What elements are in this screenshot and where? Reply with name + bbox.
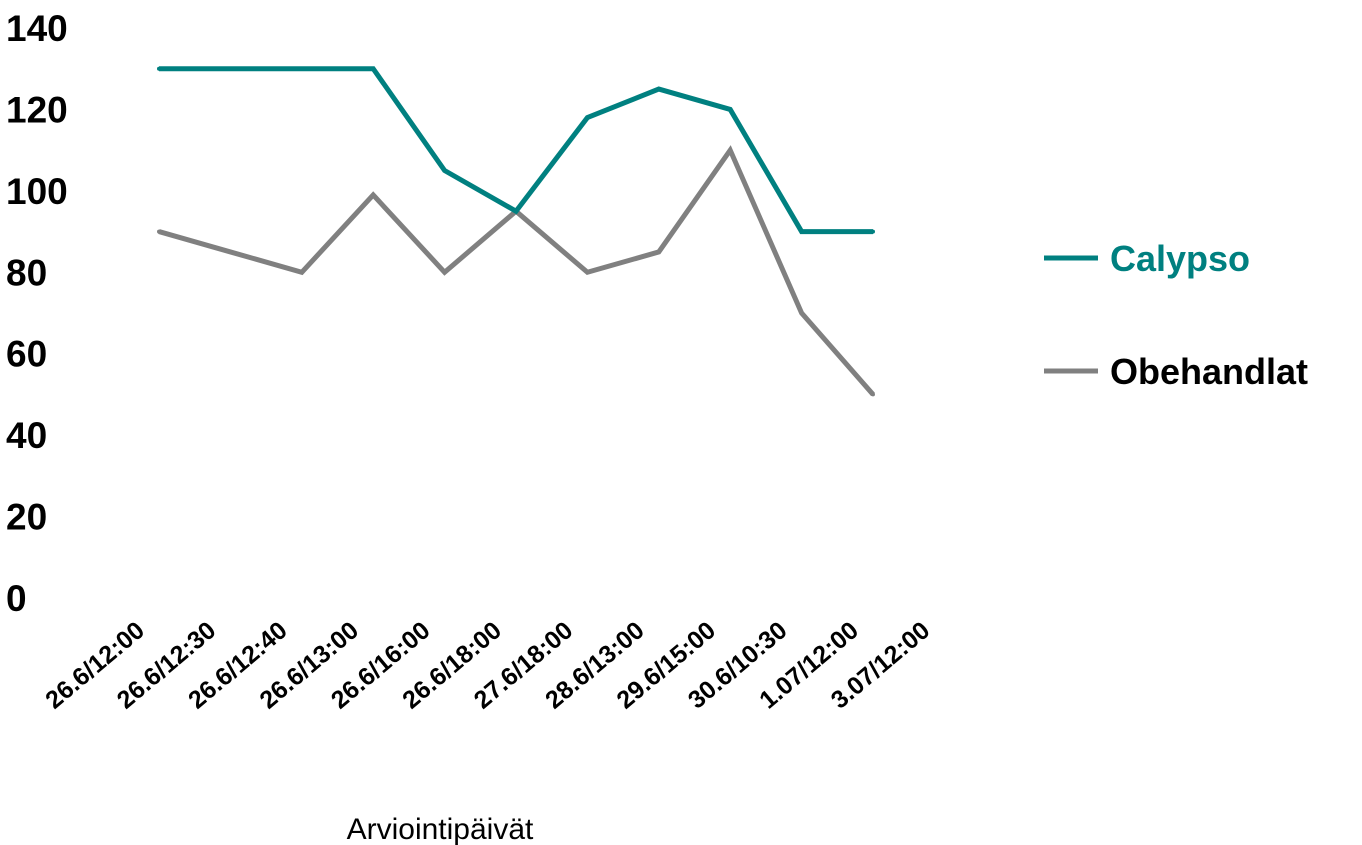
- y-tick-label: 100: [6, 171, 68, 212]
- legend-label-calypso: Calypso: [1110, 238, 1250, 279]
- y-axis-ticks: 0 20 40 60 80 100 120 140: [6, 8, 68, 619]
- y-tick-label: 120: [6, 89, 68, 130]
- series-line-calypso: [159, 66, 873, 235]
- y-tick-label: 20: [6, 497, 47, 538]
- data-point-calypso: [371, 66, 376, 71]
- data-point-calypso: [228, 66, 233, 71]
- data-point-obehandlat: [228, 249, 233, 254]
- series-line-obehandlat: [158, 145, 875, 397]
- data-point-calypso: [514, 209, 518, 214]
- data-point-obehandlat: [442, 270, 447, 275]
- data-point-obehandlat: [728, 148, 733, 153]
- data-point-calypso: [656, 87, 661, 92]
- data-point-calypso: [157, 66, 161, 71]
- legend-label-obehandlat: Obehandlat: [1110, 351, 1308, 392]
- x-axis-label: Arviointipäivät: [347, 813, 534, 845]
- data-point-obehandlat: [371, 192, 376, 197]
- legend: Calypso Obehandlat: [1044, 238, 1308, 392]
- series-lines: [157, 66, 875, 397]
- data-point-calypso: [585, 115, 590, 120]
- data-point-obehandlat: [157, 229, 161, 234]
- y-tick-label: 140: [6, 8, 68, 49]
- data-point-obehandlat: [656, 249, 661, 254]
- y-tick-label: 80: [6, 252, 47, 293]
- y-tick-label: 40: [6, 415, 47, 456]
- data-point-obehandlat: [299, 270, 304, 275]
- data-point-calypso: [728, 107, 733, 112]
- data-point-obehandlat: [871, 392, 875, 397]
- data-point-obehandlat: [799, 311, 804, 315]
- data-point-calypso: [299, 66, 304, 71]
- y-tick-label: 60: [6, 334, 47, 375]
- data-point-obehandlat: [585, 270, 590, 275]
- data-point-calypso: [442, 168, 447, 173]
- data-point-calypso: [871, 229, 875, 234]
- y-tick-label: 0: [6, 578, 27, 619]
- x-axis-ticks: 26.6/12:0026.6/12:3026.6/12:4026.6/13:00…: [40, 616, 935, 714]
- data-point-calypso: [799, 229, 804, 234]
